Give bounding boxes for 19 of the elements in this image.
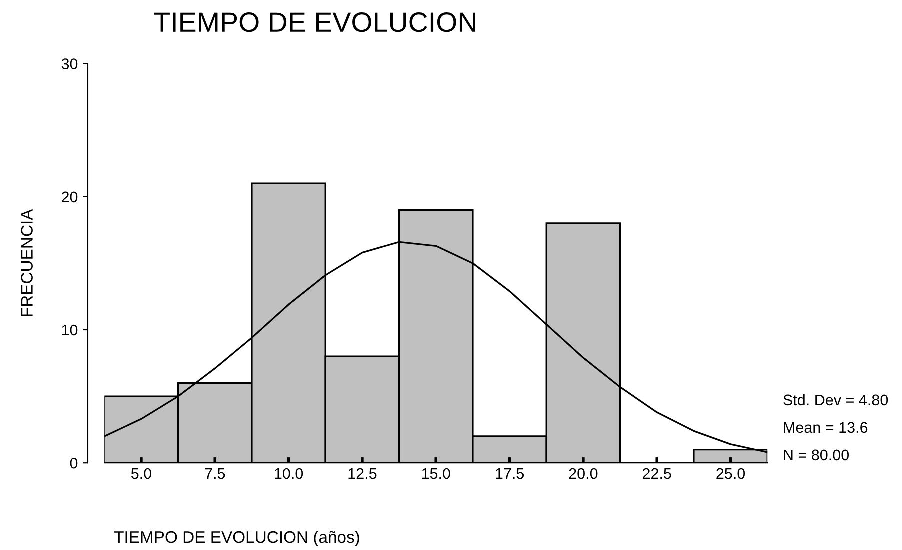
text: N = 80.00 — [784, 450, 850, 461]
y-tick-label: 30 — [62, 58, 78, 70]
x-tick-label: 12.5 — [348, 468, 377, 480]
y-axis-title: FRECUENCIA — [21, 209, 33, 316]
y-tick-label: 20 — [62, 192, 78, 203]
chart-title: TIEMPO DE EVOLUCION — [154, 12, 476, 32]
x-tick-label: 10.0 — [275, 468, 304, 480]
x-tick-label: 5.0 — [131, 468, 152, 480]
text: Mean = 13.6 — [784, 422, 868, 434]
text: Std. Dev = 4.80 — [784, 394, 888, 406]
x-tick-label: 17.5 — [496, 468, 524, 480]
x-tick-label: 7.5 — [205, 468, 226, 480]
x-tick-label: 15.0 — [422, 468, 450, 480]
x-tick-label: 20.0 — [569, 468, 598, 480]
y-tick-label: 10 — [62, 324, 78, 336]
x-tick-label: 25.0 — [716, 468, 746, 480]
x-axis-title: TIEMPO DE EVOLUCION (años) — [114, 530, 360, 547]
x-tick-label: 22.5 — [643, 468, 672, 480]
y-tick-label: 0 — [70, 458, 78, 469]
